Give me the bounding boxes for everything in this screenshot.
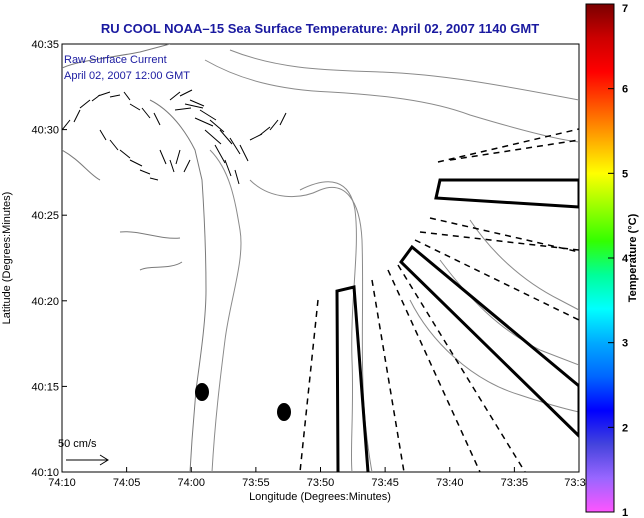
x-tick-label: 74:10 (48, 477, 76, 489)
map-title: RU COOL NOAA–15 Sea Surface Temperature:… (101, 21, 539, 36)
depth-contour-4 (439, 219, 579, 366)
y-tick-label: 40:15 (31, 381, 59, 393)
scale-arrow (66, 454, 109, 466)
colorbar-tick-label: 2 (622, 422, 628, 434)
y-tick-label: 40:25 (31, 210, 59, 222)
y-axis-label: Latitude (Degrees:Minutes) (1, 192, 13, 325)
x-axis-ticks: 74:10 74:05 74:00 73:55 73:50 73:45 73:40 73:35… (48, 467, 586, 489)
station-marker-1 (195, 383, 209, 401)
x-axis-label: Longitude (Degrees:Minutes) (249, 491, 391, 503)
depth-contour-1 (204, 59, 579, 472)
colorbar-tick-label: 7 (622, 3, 628, 15)
inset-title: Raw Surface Current (64, 54, 167, 66)
survey-tracks (299, 128, 579, 472)
colorbar-label: Temperature (°C) (627, 213, 639, 302)
coastline (62, 44, 207, 472)
colorbar-tick-label: 3 (622, 338, 628, 350)
x-tick-label: 73:45 (371, 477, 399, 489)
x-tick-label: 73:40 (436, 477, 464, 489)
y-tick-label: 40:35 (31, 39, 59, 51)
y-axis-ticks: 40:35 40:30 40:25 40:20 40:15 40:10 (31, 39, 67, 479)
station-marker-2 (277, 403, 291, 421)
y-tick-label: 40:30 (31, 125, 59, 137)
x-tick-label: 73:35 (501, 477, 529, 489)
x-tick-label: 73:3 (564, 477, 585, 489)
colorbar-tick-label: 5 (622, 168, 628, 180)
current-vectors (62, 89, 287, 185)
colorbar-tick-label: 6 (622, 84, 628, 96)
scale-arrow-label: 50 cm/s (58, 438, 97, 450)
x-tick-label: 73:55 (242, 477, 270, 489)
colorbar-tick-label: 1 (622, 507, 628, 518)
x-tick-label: 74:00 (177, 477, 205, 489)
y-tick-label: 40:20 (31, 296, 59, 308)
x-tick-label: 73:50 (307, 477, 335, 489)
inset-timestamp: April 02, 2007 12:00 GMT (64, 70, 190, 82)
colorbar-ticks: 7 6 5 4 3 2 1 (608, 3, 629, 518)
x-tick-label: 74:05 (113, 477, 141, 489)
colorbar-tick-label: 4 (622, 253, 629, 265)
map-content (62, 44, 579, 472)
y-tick-label: 40:10 (31, 467, 59, 479)
depth-contour-3 (299, 181, 579, 472)
